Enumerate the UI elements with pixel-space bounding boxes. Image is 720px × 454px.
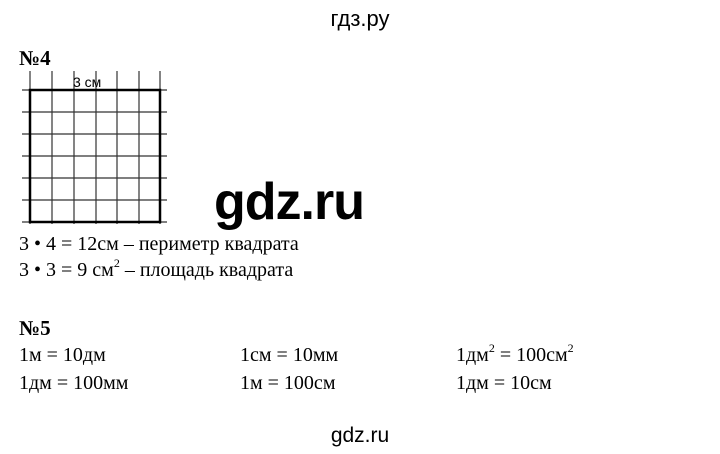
conversion: 1м = 100см xyxy=(240,372,336,394)
task-5-number: №5 xyxy=(19,316,51,340)
conversion: 1дм = 100мм xyxy=(19,372,129,394)
grid-square-figure xyxy=(22,71,167,224)
watermark: gdz.ru xyxy=(214,173,365,231)
area-line: 3 • 3 = 9 см2 – площадь квадрата xyxy=(19,256,294,281)
site-footer: gdz.ru xyxy=(330,424,390,447)
conversion: 1см = 10мм xyxy=(240,344,339,366)
conversion: 1дм = 10см xyxy=(456,372,552,394)
perimeter-line: 3 • 4 = 12см – периметр квадрата xyxy=(19,233,299,255)
task-4-number: №4 xyxy=(19,46,51,70)
figure-side-label: 3 см xyxy=(73,74,102,90)
conversion: 1дм2 = 100см2 xyxy=(456,341,574,366)
conversion: 1м = 10дм xyxy=(19,344,106,366)
square-outline xyxy=(28,88,162,224)
site-header: гдз.ру xyxy=(330,6,390,31)
